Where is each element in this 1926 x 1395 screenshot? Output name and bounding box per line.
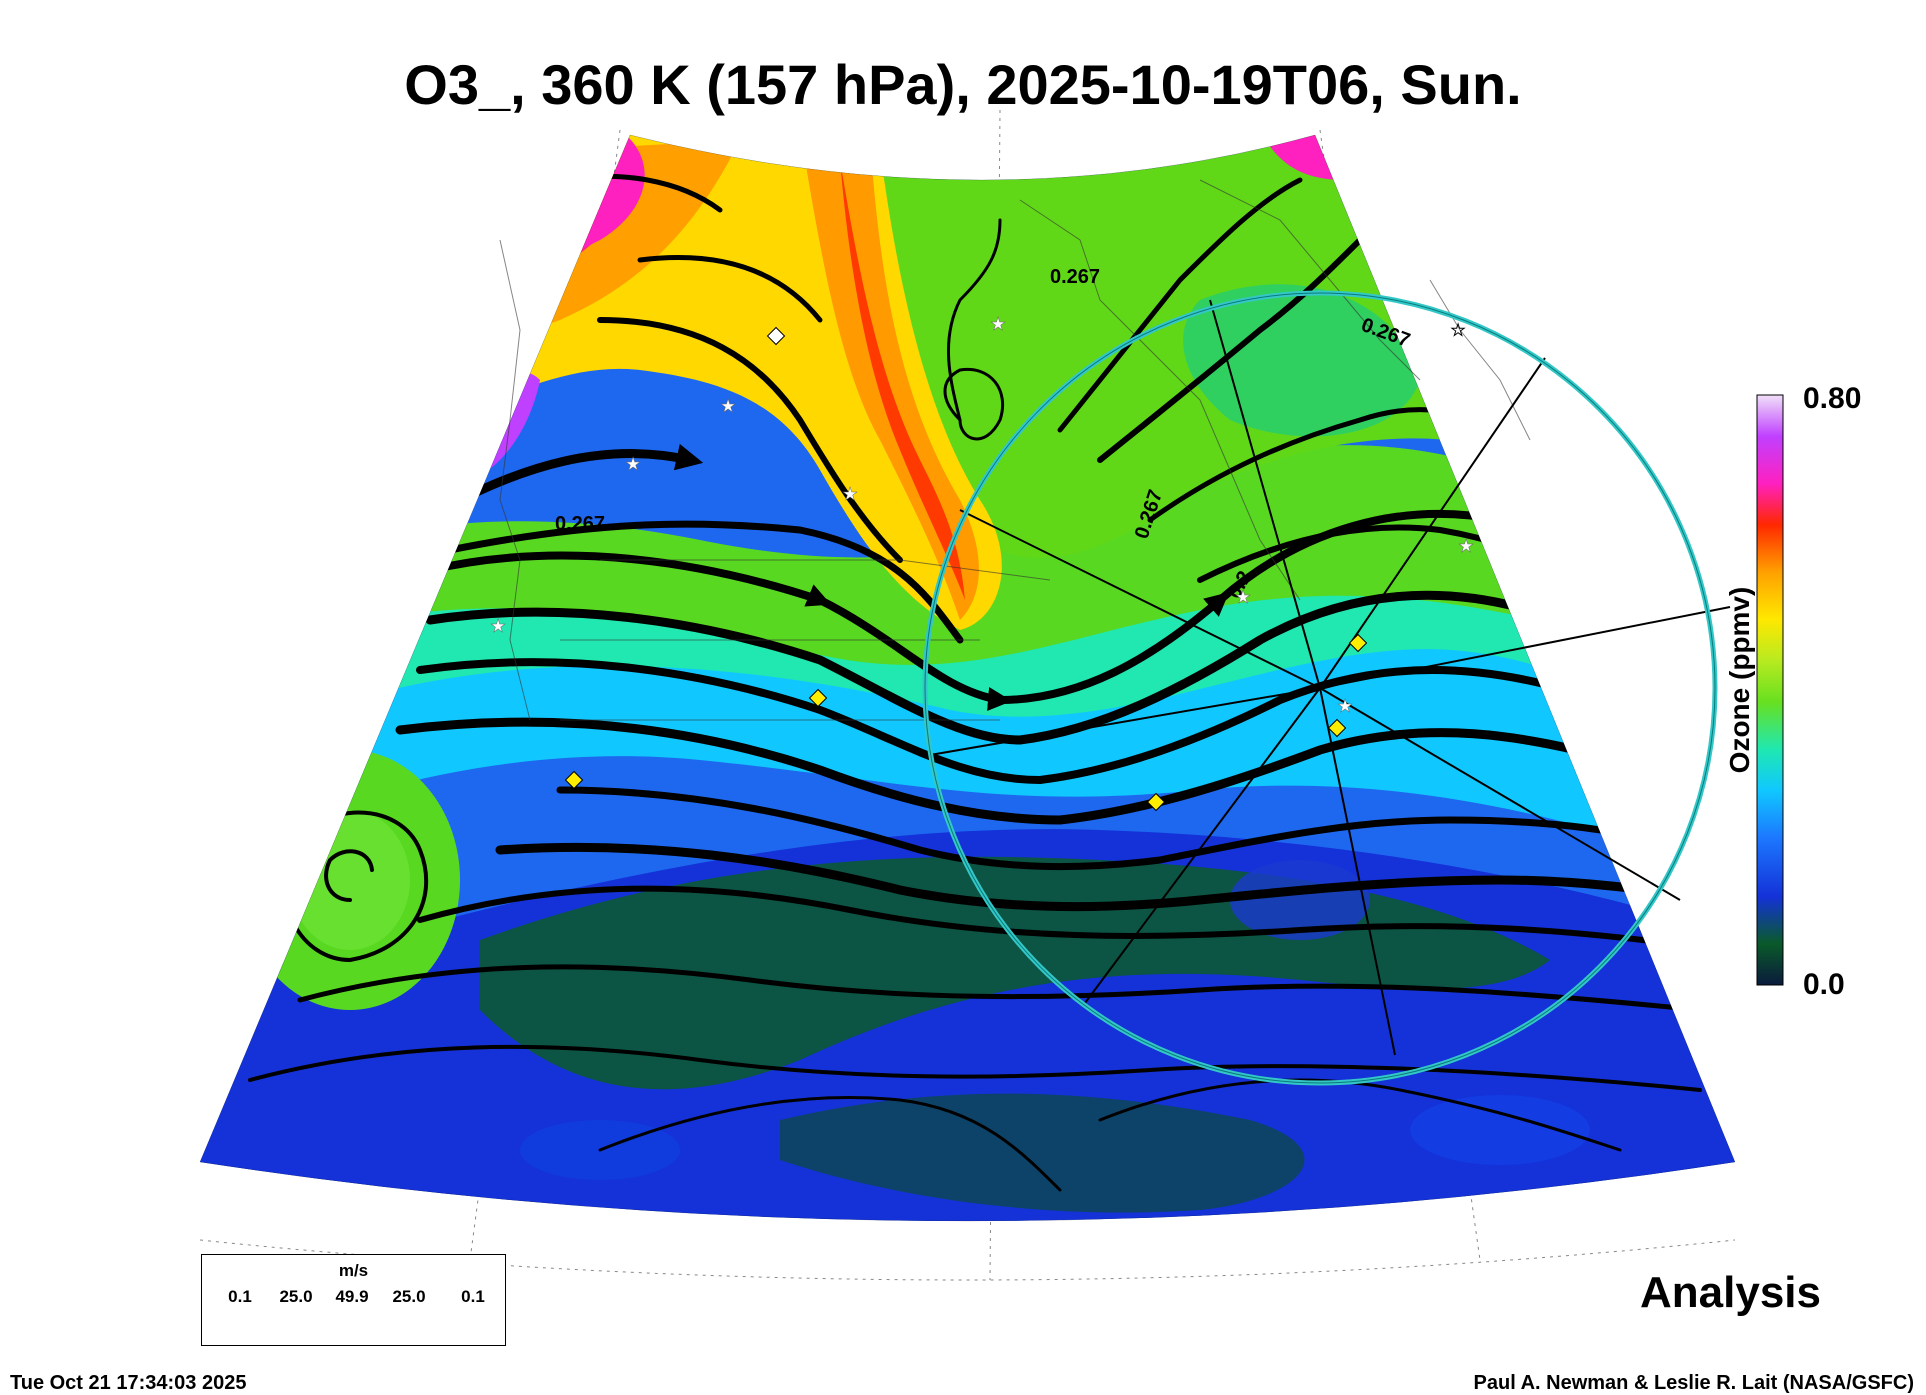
chart-title: O3_, 360 K (157 hPa), 2025-10-19T06, Sun… [404, 53, 1522, 116]
wind-scale-tick: 25.0 [392, 1287, 426, 1306]
wind-scale-tick: 0.1 [461, 1287, 485, 1306]
colorbar [1756, 394, 1784, 986]
wind-scale-tick: 0.1 [228, 1287, 252, 1306]
trajectory-lines [929, 299, 1731, 1056]
wind-scale-tick: 25.0 [279, 1287, 313, 1306]
svg-text:★: ★ [490, 616, 506, 637]
wind-scale-tick: 49.9 [335, 1287, 369, 1306]
svg-text:★: ★ [625, 454, 641, 475]
ozone-field [200, 135, 1735, 1221]
credit: Paul A. Newman & Leslie R. Lait (NASA/GS… [1473, 1372, 1914, 1394]
svg-text:☆: ☆ [1450, 320, 1466, 341]
svg-text:★: ★ [1235, 587, 1251, 608]
station-stars: ★ ★ ★ ★ ★ ★ ★ ★ ☆ [490, 314, 1475, 718]
contour-label: 0.267 [555, 513, 605, 535]
wind-scale-unit: m/s [338, 1261, 369, 1280]
contour-label: 0.267 [1050, 266, 1100, 288]
wind-scale: m/s 0.1 25.0 49.9 25.0 0.1 [201, 1254, 506, 1346]
colorbar-min-label: 0.0 [1803, 968, 1845, 1001]
analysis-label: Analysis [1640, 1268, 1821, 1317]
svg-text:★: ★ [1337, 696, 1353, 717]
colorbar-max-label: 0.80 [1803, 382, 1862, 415]
svg-text:★: ★ [1458, 536, 1474, 557]
site-markers [564, 326, 1368, 812]
svg-text:★: ★ [990, 314, 1006, 335]
svg-text:★: ★ [842, 484, 858, 505]
timestamp: Tue Oct 21 17:34:03 2025 [10, 1372, 247, 1394]
colorbar-title: Ozone (ppmv) [1724, 586, 1755, 774]
svg-text:★: ★ [720, 396, 736, 417]
